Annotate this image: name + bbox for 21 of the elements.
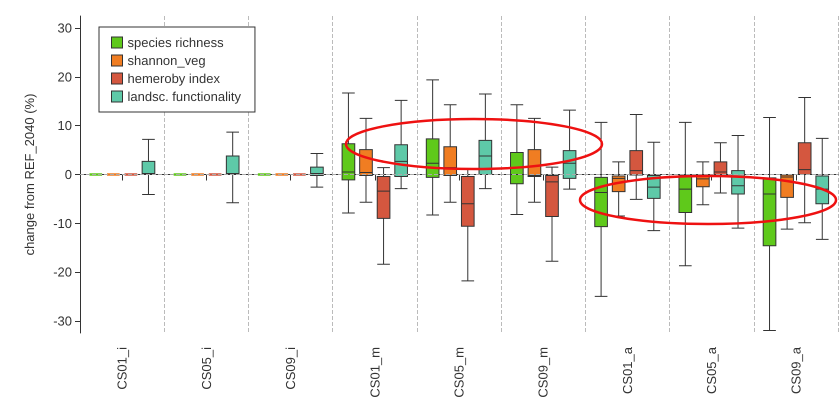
x-tick-label: CS01_i — [114, 346, 130, 390]
y-tick-label: 10 — [58, 118, 72, 134]
x-tick-label: CS05_i — [198, 346, 214, 390]
x-tick-label: CS09_m — [536, 347, 551, 398]
y-axis-title: change from REF_2040 (%) — [22, 94, 37, 256]
x-tick-label: CS01_m — [367, 347, 382, 398]
legend-label: shannon_veg — [128, 53, 206, 68]
legend-label: hemeroby index — [128, 71, 220, 86]
y-tick-label: -30 — [53, 313, 72, 328]
legend-label: species richness — [128, 35, 224, 50]
y-tick-label: -20 — [53, 264, 72, 280]
y-tick-label: -10 — [53, 216, 72, 231]
y-tick-label: 0 — [64, 167, 72, 182]
x-tick-label: CS09_a — [788, 346, 804, 394]
x-tick-label: CS09_i — [283, 346, 298, 390]
legend-label: landsc. functionality — [128, 89, 242, 104]
x-tick-label: CS05_a — [704, 346, 720, 394]
x-tick-label: CS05_m — [452, 347, 466, 398]
x-tick-label: CS01_a — [620, 346, 635, 394]
y-tick-label: 20 — [58, 69, 72, 84]
y-tick-label: 30 — [58, 20, 72, 36]
